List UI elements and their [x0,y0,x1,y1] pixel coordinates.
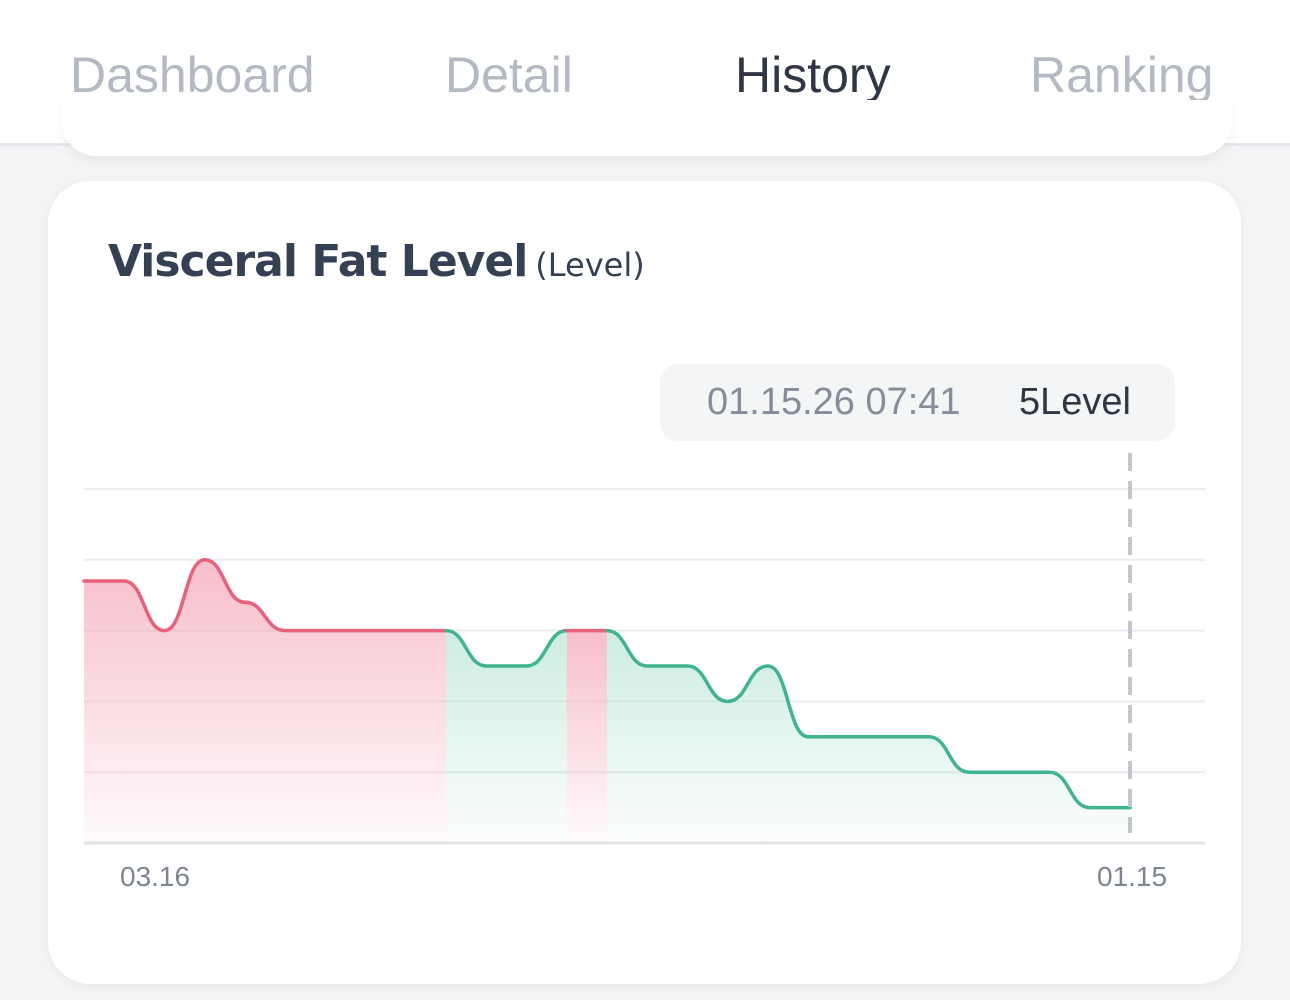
line-segment-below [605,628,1132,810]
x-tick-label-start: 03.16 [120,861,191,892]
tab-ranking[interactable]: Ranking [1030,47,1214,103]
x-tick-label-end: 01.15 [1097,861,1168,892]
visceral-fat-card: Visceral Fat Level (Level) 01.15.26 07:41… [48,181,1241,984]
visceral-fat-chart[interactable] [48,181,1241,984]
line-segment-below [444,628,569,668]
previous-card-edge [62,100,1232,156]
tooltip-timestamp: 01.15.26 07:41 [707,381,961,423]
card-title-unit: (Level) [535,246,645,284]
area-below-threshold [446,630,567,843]
card-title-text: Visceral Fat Level [108,236,528,287]
line-segment-above [82,558,448,633]
area-above-threshold [566,630,607,843]
chart-tooltip: 01.15.26 07:41 5Level [660,364,1175,441]
area-above-threshold [84,559,447,843]
card-title: Visceral Fat Level (Level) [108,236,645,287]
tab-detail[interactable]: Detail [445,47,573,103]
tab-history[interactable]: History [735,47,891,103]
tooltip-value: 5Level [1019,381,1131,423]
tab-dashboard[interactable]: Dashboard [70,47,315,103]
